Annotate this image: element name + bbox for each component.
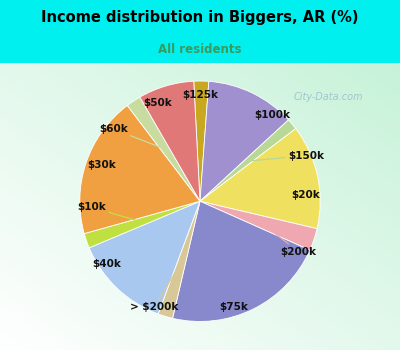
- Wedge shape: [172, 201, 310, 321]
- Text: Income distribution in Biggers, AR (%): Income distribution in Biggers, AR (%): [41, 10, 359, 25]
- Text: $150k: $150k: [251, 150, 324, 161]
- Wedge shape: [200, 81, 288, 201]
- Wedge shape: [200, 128, 320, 229]
- Text: $20k: $20k: [264, 189, 320, 200]
- Wedge shape: [84, 201, 200, 248]
- Wedge shape: [194, 81, 209, 201]
- Wedge shape: [127, 97, 200, 201]
- Text: $75k: $75k: [219, 260, 248, 312]
- Text: $200k: $200k: [262, 223, 316, 257]
- Text: $40k: $40k: [92, 247, 154, 269]
- Text: $50k: $50k: [144, 98, 181, 139]
- Text: $10k: $10k: [78, 202, 138, 221]
- Text: $60k: $60k: [99, 124, 163, 148]
- Text: $125k: $125k: [182, 90, 218, 136]
- Wedge shape: [89, 201, 200, 314]
- Wedge shape: [80, 105, 200, 233]
- Text: All residents: All residents: [158, 43, 242, 56]
- Text: $100k: $100k: [230, 110, 290, 144]
- Text: $30k: $30k: [87, 160, 138, 180]
- Wedge shape: [140, 81, 200, 201]
- Wedge shape: [158, 201, 200, 318]
- Text: > $200k: > $200k: [130, 264, 180, 312]
- Wedge shape: [200, 201, 317, 250]
- Wedge shape: [200, 120, 296, 201]
- Text: City-Data.com: City-Data.com: [293, 92, 363, 103]
